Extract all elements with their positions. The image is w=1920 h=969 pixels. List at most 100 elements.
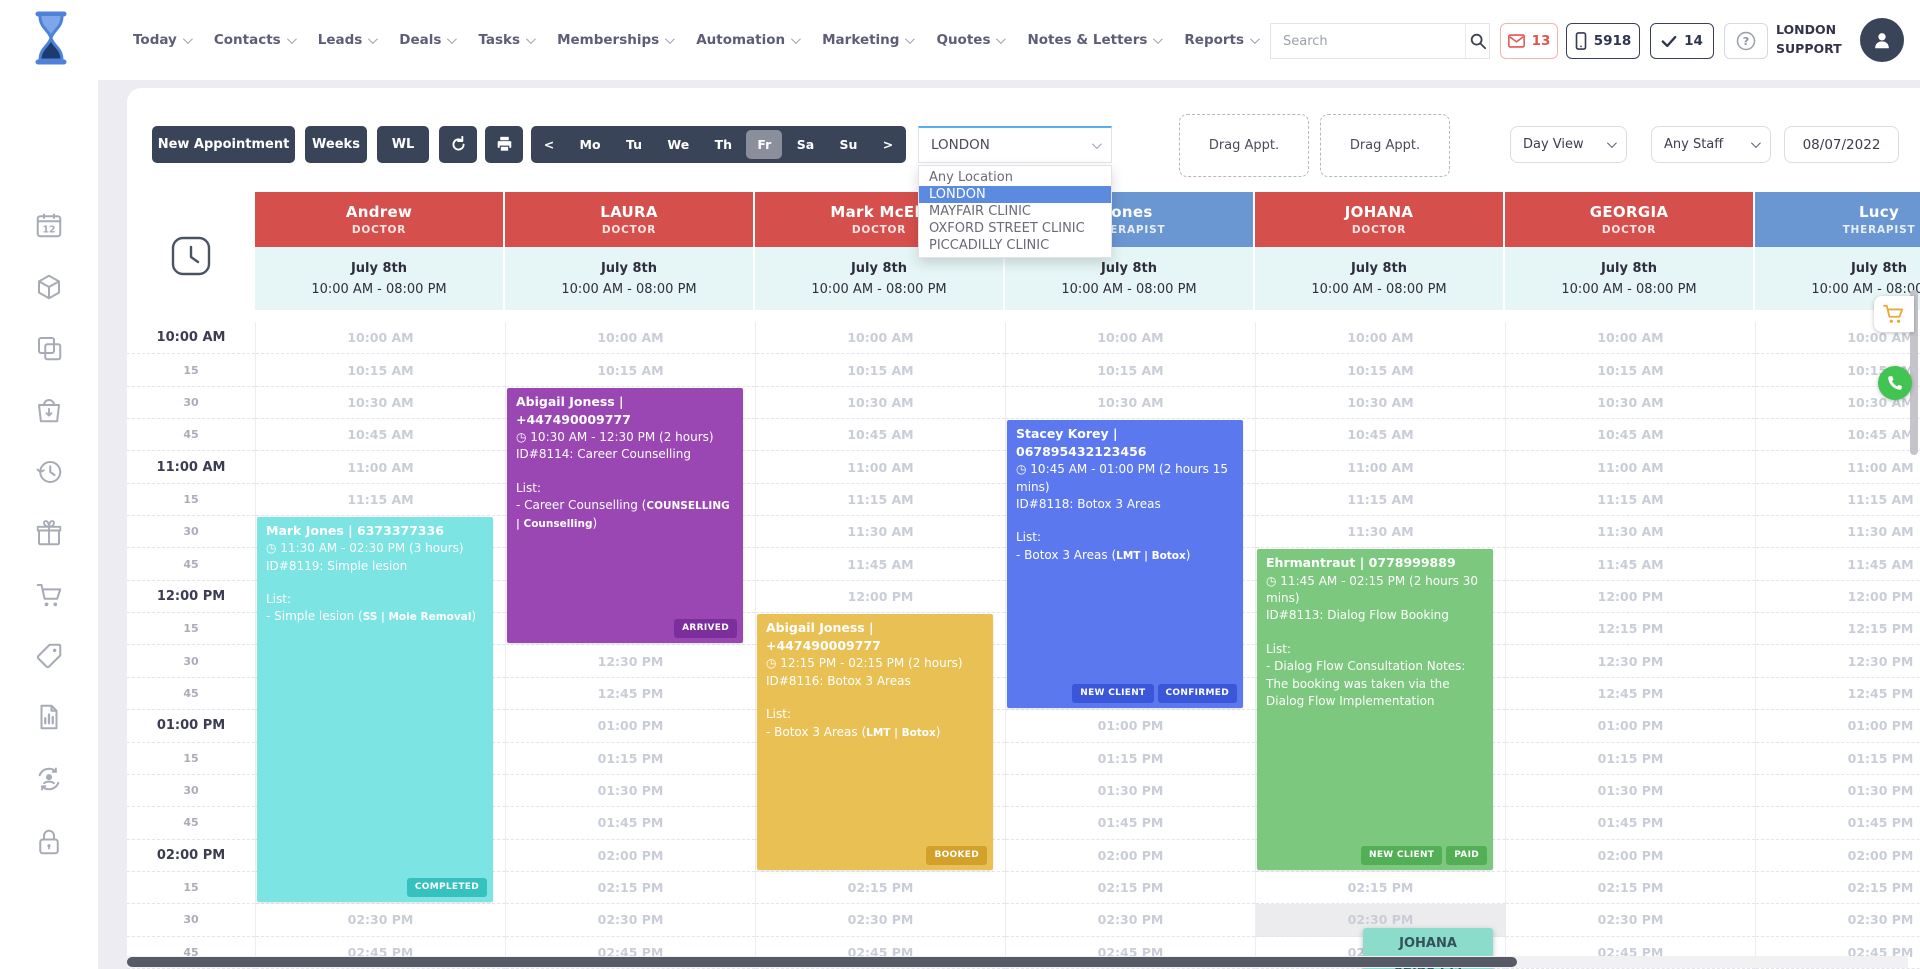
time-slot-cell[interactable]: 10:30 AM [1506,387,1755,420]
gift-icon[interactable] [34,518,64,548]
day-pill-th[interactable]: Th [714,137,733,152]
time-slot-cell[interactable]: 10:30 AM [1006,387,1255,420]
time-slot-cell[interactable]: 12:45 PM [506,678,755,711]
location-option-piccadilly-clinic[interactable]: PICCADILLY CLINIC [929,238,1050,253]
time-slot-cell[interactable]: 10:00 AM [256,322,505,355]
time-slot-cell[interactable]: 02:30 PM [256,904,505,937]
nav-item-quotes[interactable]: Quotes [936,32,1007,48]
new-appointment-button[interactable]: New Appointment [152,126,295,163]
time-slot-cell[interactable]: 10:15 AM [1256,354,1505,387]
time-slot-cell[interactable]: 11:30 AM [1256,516,1505,549]
phone-badge[interactable]: 5918 [1566,23,1640,59]
drag-appt-slot-2[interactable]: Drag Appt. [1320,114,1450,177]
cart-icon[interactable] [34,580,64,610]
time-slot-cell[interactable]: 01:45 PM [1756,807,1920,840]
staff-header-lucy[interactable]: Lucy THERAPIST [1755,192,1920,247]
history-icon[interactable] [34,457,64,487]
cart-floating-button[interactable] [1874,296,1914,332]
time-slot-cell[interactable]: 10:00 AM [1256,322,1505,355]
location-option-london[interactable]: LONDON [919,186,1111,203]
time-slot-cell[interactable]: 02:15 PM [1756,872,1920,905]
time-slot-cell[interactable]: 01:45 PM [1006,807,1255,840]
date-picker[interactable]: 08/07/2022 [1784,126,1899,163]
time-slot-cell[interactable]: 10:45 AM [1756,419,1920,452]
wl-button[interactable]: WL [377,126,429,163]
day-pill-sa[interactable]: Sa [796,137,815,152]
time-slot-cell[interactable]: 11:30 AM [1756,516,1920,549]
time-slot-cell[interactable]: 12:00 PM [1506,581,1755,614]
time-slot-cell[interactable]: 10:45 AM [256,419,505,452]
appointment-block[interactable]: Mark Jones | 6373377336 ◷ 11:30 AM - 02:3… [257,517,493,903]
nav-item-contacts[interactable]: Contacts [214,32,297,48]
appointment-block[interactable]: Stacey Korey | 067895432123456 ◷ 10:45 AM… [1007,420,1243,709]
time-slot-cell[interactable]: 01:30 PM [1006,775,1255,808]
package-icon[interactable] [34,272,64,302]
time-slot-cell[interactable]: 12:15 PM [1756,613,1920,646]
mail-badge[interactable]: 13 [1500,23,1558,59]
location-option-mayfair-clinic[interactable]: MAYFAIR CLINIC [929,204,1032,219]
time-slot-cell[interactable]: 10:00 AM [1006,322,1255,355]
time-slot-cell[interactable]: 10:30 AM [756,387,1005,420]
time-slot-cell[interactable]: 11:45 AM [1756,548,1920,581]
time-slot-cell[interactable]: 12:45 PM [1756,678,1920,711]
time-slot-cell[interactable]: 02:30 PM [1756,904,1920,937]
time-slot-cell[interactable]: 11:00 AM [756,451,1005,484]
nav-item-notes-letters[interactable]: Notes & Letters [1027,32,1164,48]
time-slot-cell[interactable]: 02:30 PM [506,904,755,937]
time-slot-cell[interactable]: 10:00 AM [1506,322,1755,355]
nav-item-marketing[interactable]: Marketing [822,32,916,48]
nav-item-tasks[interactable]: Tasks [478,32,536,48]
search-input[interactable] [1271,33,1465,49]
staff-header-georgia[interactable]: GEORGIA DOCTOR [1505,192,1755,247]
staff-select[interactable]: Any Staff [1651,126,1771,163]
time-slot-cell[interactable]: 01:45 PM [506,807,755,840]
location-option-oxford-street-clinic[interactable]: OXFORD STREET CLINIC [929,221,1085,236]
time-slot-cell[interactable]: 10:15 AM [1006,354,1255,387]
time-slot-cell[interactable]: 10:45 AM [756,419,1005,452]
print-button[interactable] [485,126,523,163]
time-slot-cell[interactable]: 02:00 PM [506,840,755,872]
time-slot-cell[interactable]: 10:30 AM [1256,387,1505,420]
time-slot-cell[interactable]: 10:15 AM [506,354,755,387]
account-sync-icon[interactable] [34,764,64,794]
time-slot-cell[interactable]: 02:30 PM [1506,904,1755,937]
time-slot-cell[interactable]: 12:15 PM [1506,613,1755,646]
time-slot-cell[interactable]: 01:00 PM [1506,710,1755,743]
time-slot-cell[interactable]: 02:00 PM [1506,840,1755,872]
time-slot-cell[interactable]: 12:00 PM [756,581,1005,614]
nav-item-deals[interactable]: Deals [399,32,458,48]
time-slot-cell[interactable]: 10:15 AM [1506,354,1755,387]
time-slot-cell[interactable]: 11:00 AM [1756,451,1920,484]
time-slot-cell[interactable]: 11:45 AM [756,548,1005,581]
whatsapp-floating-button[interactable] [1878,366,1912,400]
time-slot-cell[interactable]: 11:00 AM [256,451,505,484]
horizontal-scrollbar-thumb[interactable] [127,957,1517,967]
time-slot-cell[interactable]: 12:00 PM [1756,581,1920,614]
time-slot-cell[interactable]: 01:45 PM [1506,807,1755,840]
staff-header-johana[interactable]: JOHANA DOCTOR [1255,192,1505,247]
time-slot-cell[interactable]: 12:30 PM [1756,646,1920,678]
help-badge[interactable]: ? [1724,23,1768,59]
day-pill-su[interactable]: Su [839,137,858,152]
vertical-scrollbar-thumb[interactable] [1910,290,1918,455]
time-slot-cell[interactable]: 11:30 AM [756,516,1005,549]
day-pill-mo[interactable]: Mo [579,137,601,152]
weeks-button[interactable]: Weeks [305,126,367,163]
time-slot-cell[interactable]: 01:30 PM [1756,775,1920,808]
time-slot-cell[interactable]: 01:30 PM [506,775,755,808]
time-slot-cell[interactable]: 10:45 AM [1506,419,1755,452]
drag-appt-slot-1[interactable]: Drag Appt. [1179,114,1309,177]
nav-item-reports[interactable]: Reports [1184,32,1260,48]
lock-icon[interactable] [34,827,64,857]
time-slot-cell[interactable]: 11:15 AM [1506,484,1755,517]
tag-icon[interactable] [34,641,64,671]
time-slot-cell[interactable]: 10:15 AM [256,354,505,387]
time-slot-cell[interactable]: 02:00 PM [1756,840,1920,872]
location-select[interactable]: LONDON [918,126,1112,163]
time-slot-cell[interactable]: 02:15 PM [1506,872,1755,905]
tasks-badge[interactable]: 14 [1650,23,1714,59]
horizontal-scrollbar[interactable] [127,956,1908,968]
appointment-block[interactable]: Ehrmantraut | 0778999889 ◷ 11:45 AM - 02:… [1257,549,1493,870]
time-slot-cell[interactable]: 01:00 PM [1006,710,1255,743]
time-slot-cell[interactable]: 01:00 PM [506,710,755,743]
